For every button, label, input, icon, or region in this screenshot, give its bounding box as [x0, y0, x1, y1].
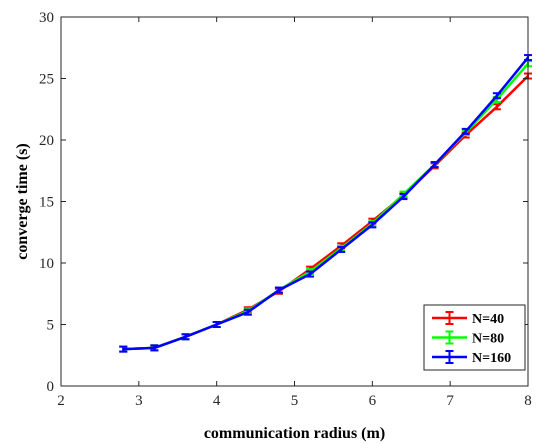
- y-tick-label: 15: [39, 195, 54, 211]
- error-bar: [119, 345, 128, 353]
- error-bar: [492, 103, 501, 111]
- y-tick-label: 10: [39, 256, 54, 272]
- y-tick-label: 25: [39, 72, 54, 88]
- x-tick-label: 4: [213, 393, 221, 409]
- error-bar: [212, 321, 221, 328]
- legend-label: N=40: [472, 312, 504, 327]
- error-bar: [274, 286, 283, 294]
- error-bar: [181, 333, 190, 341]
- error-bar: [306, 270, 315, 278]
- legend: N=40 N=80 N=160: [423, 304, 526, 371]
- x-tick-label: 6: [369, 393, 377, 409]
- legend-label: N=80: [472, 332, 504, 347]
- axes-layer: 2 3 4 5 6 7 8 0 5 10 15 20 25 30: [39, 10, 532, 409]
- y-tick-label: 20: [39, 133, 54, 149]
- error-bar: [461, 127, 470, 135]
- error-bar: [368, 221, 377, 229]
- series-line: [123, 56, 529, 351]
- x-tick-label: 8: [524, 393, 532, 409]
- error-bar: [399, 193, 408, 201]
- legend-label: N=160: [472, 351, 511, 366]
- y-tick-label: 5: [47, 318, 55, 334]
- x-tick-label: 3: [135, 393, 143, 409]
- legend-item: N=80: [432, 330, 504, 347]
- x-axis-title: communication radius (m): [204, 425, 385, 442]
- error-bar: [430, 161, 439, 169]
- y-tick-label: 30: [39, 10, 54, 26]
- y-tick-label: 0: [47, 379, 55, 395]
- error-bar: [150, 344, 159, 352]
- x-tick-label: 5: [291, 393, 299, 409]
- error-bar: [492, 92, 501, 100]
- x-tick-label: 2: [57, 393, 65, 409]
- y-axis-title: converge time (s): [14, 143, 31, 259]
- legend-item: N=160: [432, 350, 511, 366]
- legend-item: N=40: [432, 311, 504, 327]
- error-bar: [243, 308, 252, 316]
- x-tick-label: 7: [446, 393, 454, 409]
- series-layer: [119, 54, 532, 353]
- error-bar: [337, 245, 346, 253]
